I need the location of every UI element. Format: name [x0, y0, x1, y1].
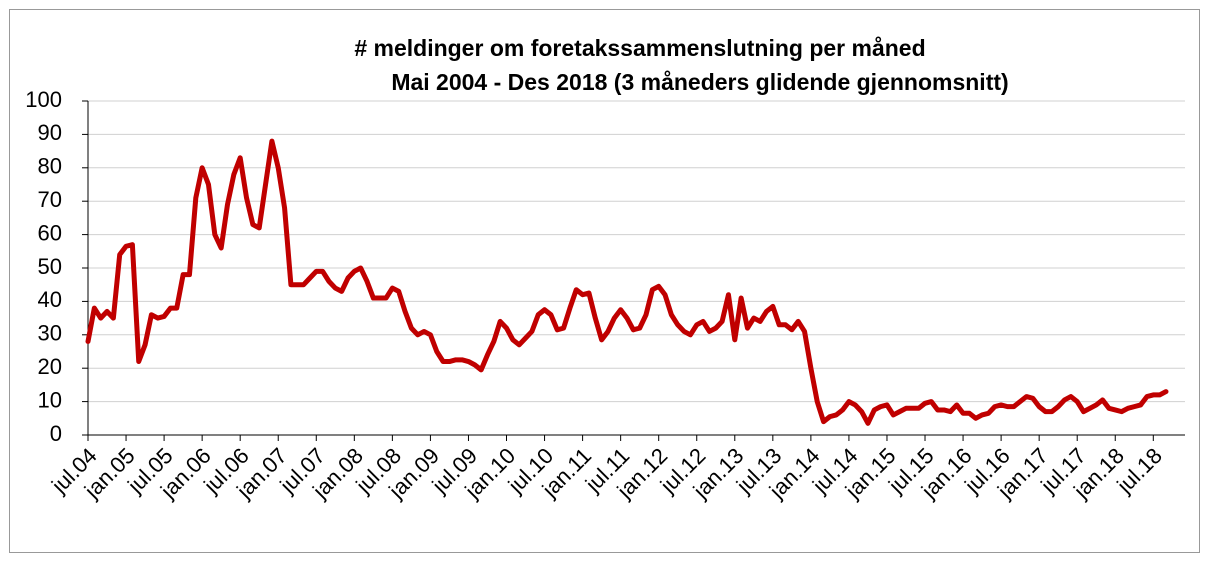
chart-border	[9, 9, 1200, 553]
y-tick-label: 30	[38, 321, 62, 346]
chart-subtitle: Mai 2004 - Des 2018 (3 måneders glidende…	[391, 69, 1008, 95]
y-tick-label: 50	[38, 254, 62, 279]
y-tick-label: 90	[38, 120, 62, 145]
y-tick-label: 80	[38, 154, 62, 179]
data-line	[85, 138, 1169, 426]
y-tick-label: 0	[50, 421, 62, 446]
y-tick-label: 20	[38, 354, 62, 379]
y-tick-label: 10	[38, 387, 62, 412]
y-tick-label: 60	[38, 220, 62, 245]
y-tick-label: 70	[38, 187, 62, 212]
chart-title: # meldinger om foretakssammenslutning pe…	[354, 35, 925, 61]
y-tick-label: 40	[38, 287, 62, 312]
x-tick-label: jul.18	[1111, 443, 1167, 499]
y-tick-label: 100	[25, 87, 62, 112]
